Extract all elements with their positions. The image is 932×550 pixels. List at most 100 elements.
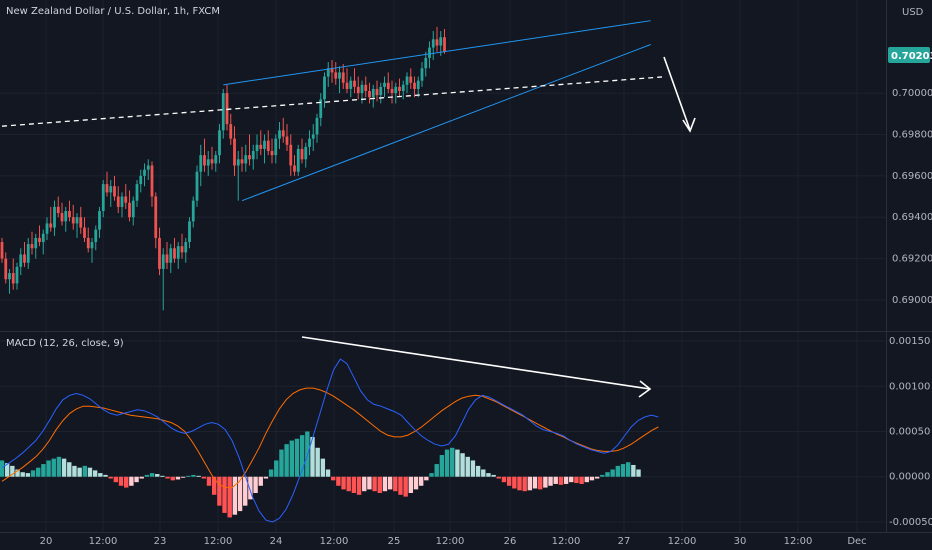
- candle-body: [413, 82, 416, 89]
- histogram-bar: [455, 449, 460, 477]
- histogram-bar: [67, 462, 72, 477]
- price-tick-label: 0.69200: [892, 254, 932, 265]
- histogram-bar: [418, 476, 424, 486]
- candle-body: [274, 138, 278, 156]
- time-tick-label: 26: [504, 536, 517, 547]
- wedge-lower-trendline[interactable]: [241, 44, 651, 202]
- histogram-bar: [393, 476, 398, 492]
- candle-body: [304, 146, 308, 160]
- candle-body: [293, 165, 296, 172]
- symbol-title: New Zealand Dollar / U.S. Dollar, 1h, FX…: [6, 6, 220, 17]
- price-pane[interactable]: New Zealand Dollar / U.S. Dollar, 1h, FX…: [0, 6, 696, 311]
- candle-body: [345, 82, 349, 89]
- candle-body: [195, 171, 199, 201]
- candle-body: [244, 155, 248, 164]
- histogram-bar: [367, 476, 372, 490]
- candle-body: [278, 130, 281, 139]
- price-scale[interactable]: USD 0.700000.698000.696000.694000.692000…: [886, 0, 932, 532]
- histogram-bar: [584, 476, 589, 483]
- histogram-bar: [610, 469, 615, 477]
- candle-body: [225, 93, 229, 125]
- candle-body: [101, 184, 105, 212]
- candle-body: [75, 217, 79, 224]
- candle-body: [218, 130, 221, 156]
- histogram-bar: [512, 476, 517, 489]
- candle-body: [296, 148, 300, 172]
- candle-body: [300, 148, 304, 160]
- candle-body: [398, 86, 401, 92]
- candle-body: [330, 68, 334, 73]
- histogram-bar: [569, 476, 574, 483]
- histogram-bar: [165, 476, 170, 479]
- last-price-badge-bg: [888, 47, 930, 63]
- candle-body: [94, 229, 98, 243]
- histogram-bar: [496, 476, 501, 479]
- histogram-bar: [268, 469, 274, 477]
- divergence-arrow-icon[interactable]: [301, 336, 652, 398]
- time-tick-label: 30: [734, 536, 747, 547]
- histogram-bar: [527, 476, 533, 491]
- candle-body: [105, 184, 109, 193]
- candle-body: [26, 244, 30, 263]
- histogram-bar: [434, 464, 439, 477]
- price-tick-label: 0.69000: [892, 295, 932, 306]
- price-tick-labels: 0.70000 0.69800 0.69600 0.69400 0.69200 0.690…: [892, 88, 932, 306]
- dashed-trendline[interactable]: [1, 76, 663, 127]
- histogram-bar: [175, 476, 181, 480]
- candle-body: [368, 91, 371, 98]
- candle-body: [255, 144, 259, 152]
- histogram-bar: [543, 476, 548, 488]
- candle-body: [11, 273, 15, 284]
- histogram-bar: [253, 476, 258, 494]
- price-tick-label: 0.69800: [892, 129, 932, 140]
- candle-body: [323, 76, 326, 100]
- candle-body: [56, 206, 60, 214]
- candle-body: [116, 196, 120, 207]
- drawings-group[interactable]: [1, 20, 696, 202]
- histogram-bar: [501, 476, 507, 483]
- price-tick-label: 0.69400: [892, 212, 932, 223]
- histogram-bar: [615, 465, 621, 477]
- histogram-bar: [356, 476, 362, 495]
- histogram-bar: [191, 474, 196, 477]
- histogram-bar: [299, 435, 305, 477]
- candle-body: [229, 124, 233, 139]
- candle-body: [371, 88, 375, 98]
- histogram-bar: [625, 462, 631, 477]
- macd-pane[interactable]: MACD (12, 26, close, 9): [0, 336, 659, 523]
- candle-body: [356, 86, 360, 94]
- candle-body: [128, 202, 131, 218]
- candle-body: [308, 138, 311, 147]
- candle-body: [221, 93, 225, 131]
- histogram-bar: [46, 460, 51, 477]
- candle-body: [379, 86, 383, 96]
- candle-body: [285, 136, 289, 145]
- candle-body: [124, 196, 128, 203]
- macd-tick-label: 0.00000: [889, 472, 930, 483]
- candle-body: [236, 159, 240, 166]
- wedge-upper-trendline[interactable]: [223, 20, 651, 86]
- candle-body: [311, 134, 315, 139]
- histogram-bar: [237, 476, 243, 512]
- candle-body: [319, 99, 323, 118]
- histogram-bar: [124, 476, 129, 488]
- candle-body: [214, 155, 218, 164]
- histogram-bar: [387, 476, 393, 490]
- candle-body: [424, 57, 428, 69]
- histogram-bar: [413, 476, 419, 490]
- candle-body: [435, 39, 439, 46]
- down-arrow-icon[interactable]: [663, 56, 696, 133]
- candle-body: [19, 254, 23, 267]
- time-tick-label: 12:00: [668, 536, 697, 547]
- histogram-bar: [274, 460, 279, 477]
- candle-body: [60, 213, 64, 222]
- histogram-bar: [87, 467, 93, 477]
- histogram-bar: [429, 473, 434, 477]
- histogram-bar: [41, 464, 46, 477]
- time-scale[interactable]: 20 12:00 23 12:00 24 12:00 25 12:00 26 12:00 27 12:…: [0, 532, 932, 548]
- time-tick-label: 25: [388, 536, 401, 547]
- candle-body: [191, 200, 195, 222]
- histogram-bar: [56, 456, 62, 477]
- candle-body: [334, 72, 338, 79]
